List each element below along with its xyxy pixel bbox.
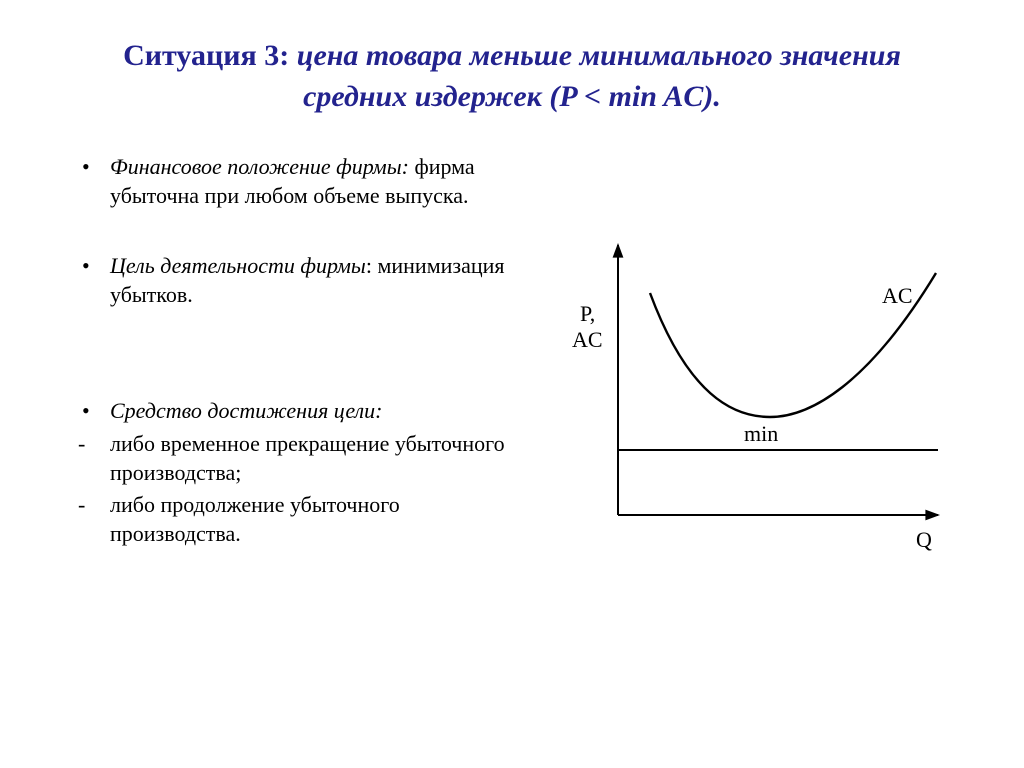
bullet-item: Средство достижения цели: — [78, 397, 528, 426]
svg-text:Q: Q — [916, 527, 932, 552]
slide-title: Ситуация 3: цена товара меньше минимальн… — [88, 36, 936, 117]
title-rest: цена товара меньше минимального значения… — [297, 39, 901, 113]
dash-item: либо временное прекращение убыточного пр… — [78, 430, 528, 487]
left-column: Финансовое положение фирмы: фирма убыточ… — [48, 153, 528, 552]
slide: Ситуация 3: цена товара меньше минимальн… — [0, 0, 1024, 768]
bullet-italic: Средство достижения цели: — [110, 398, 382, 423]
dash-list: либо временное прекращение убыточного пр… — [78, 430, 528, 548]
svg-text:AC: AC — [882, 283, 913, 308]
bullet-italic: Цель деятельности фирмы — [110, 253, 366, 278]
bullet-item: Финансовое положение фирмы: фирма убыточ… — [78, 153, 528, 210]
title-lead: Ситуация 3: — [123, 39, 297, 72]
dash-item: либо продолжение убыточного производства… — [78, 491, 528, 548]
bullet-list: Финансовое положение фирмы: фирма убыточ… — [78, 153, 528, 426]
bullet-item: Цель деятельности фирмы: минимизация убы… — [78, 252, 528, 309]
svg-text:min: min — [744, 421, 778, 446]
content-row: Финансовое положение фирмы: фирма убыточ… — [48, 153, 976, 552]
ac-chart: P,ACQACmin — [538, 215, 958, 575]
svg-text:P,: P, — [580, 301, 595, 326]
right-column: P,ACQACmin — [528, 153, 976, 552]
svg-text:AC: AC — [572, 327, 603, 352]
bullet-italic: Финансовое положение фирмы: — [110, 154, 409, 179]
